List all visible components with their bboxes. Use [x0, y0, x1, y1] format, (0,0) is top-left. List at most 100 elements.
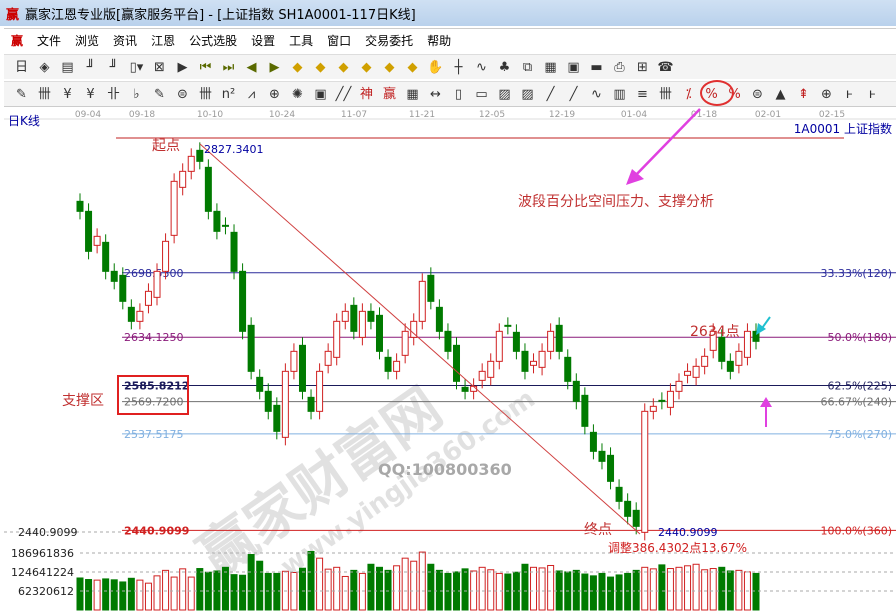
drawing-tool-icon[interactable]: ⊜: [752, 86, 763, 102]
phone-icon[interactable]: ☎: [657, 59, 674, 75]
menu-item[interactable]: 工具: [289, 34, 314, 48]
menu-item[interactable]: 江恩: [151, 34, 176, 48]
drawing-tool-icon[interactable]: ▭: [475, 86, 488, 102]
drawing-tool-icon[interactable]: ✎: [154, 86, 165, 102]
volume-bar: [247, 554, 255, 611]
layers-icon[interactable]: ⧉: [522, 59, 533, 75]
drawing-tool-icon[interactable]: ♭: [133, 86, 140, 102]
drawing-tool-icon[interactable]: ▨: [498, 86, 511, 102]
drawing-tool-icon[interactable]: ✎: [16, 86, 27, 102]
shrink-icon[interactable]: ◆: [361, 59, 372, 75]
drawing-tool-icon[interactable]: 卝: [106, 86, 120, 102]
drawing-tool-icon[interactable]: ⊕: [269, 86, 280, 102]
volume-bar: [213, 570, 221, 611]
drawing-tool-icon[interactable]: ⱶ: [868, 86, 877, 102]
flag-icon[interactable]: ▶: [177, 59, 188, 75]
next-icon[interactable]: ▶: [269, 59, 280, 75]
expand-icon[interactable]: ◆: [338, 59, 349, 75]
candle: [333, 320, 341, 358]
drawing-tool-icon[interactable]: ▣: [314, 86, 327, 102]
grid-icon[interactable]: ◆: [407, 59, 418, 75]
menu-item[interactable]: 资讯: [113, 34, 138, 48]
indicator-9-icon[interactable]: ╜: [109, 59, 118, 75]
drawing-tool-icon[interactable]: ╱: [546, 86, 555, 102]
drawing-tool-icon[interactable]: ⊜: [177, 86, 188, 102]
prev-icon[interactable]: ◀: [246, 59, 257, 75]
candle: [743, 330, 751, 358]
volume-bar: [333, 566, 341, 611]
menu-item[interactable]: 交易委托: [365, 34, 414, 48]
drawing-tool-icon[interactable]: 卌: [198, 86, 212, 102]
candle: [273, 404, 281, 432]
fib-percent-label: 62.5%(225): [827, 380, 892, 393]
drawing-tool-icon[interactable]: ⱶ: [845, 86, 854, 102]
move-right-icon[interactable]: ◆: [315, 59, 326, 75]
candle: [170, 180, 178, 236]
drawing-tool-icon[interactable]: 卌: [37, 86, 51, 102]
candle: [607, 454, 615, 482]
print-icon[interactable]: ⎙: [614, 59, 625, 75]
drawing-tool-icon[interactable]: ▲: [775, 86, 786, 102]
drawing-tool-icon[interactable]: ▥: [613, 86, 626, 102]
drawing-tool-icon[interactable]: ▯: [454, 86, 463, 102]
save-icon[interactable]: ▬: [590, 59, 603, 75]
volume-bar: [221, 566, 229, 611]
drawing-tool-icon[interactable]: ¥: [86, 86, 95, 102]
chart-style-icon[interactable]: ◈: [39, 59, 50, 75]
move-left-icon[interactable]: ◆: [292, 59, 303, 75]
drawing-tool-icon[interactable]: ▨: [521, 86, 534, 102]
volume-bar: [85, 579, 93, 611]
drawing-tool-icon[interactable]: ⊕: [821, 86, 832, 102]
menu-item[interactable]: 帮助: [427, 34, 452, 48]
drawing-tool-icon[interactable]: ╱╱: [335, 86, 352, 102]
calendar-icon[interactable]: ▦: [544, 59, 557, 75]
menu-item[interactable]: 设置: [251, 34, 276, 48]
menu-item[interactable]: 浏览: [75, 34, 100, 48]
volume-bar: [589, 575, 597, 611]
note-icon[interactable]: ▤: [61, 59, 74, 75]
menu-item[interactable]: 窗口: [327, 34, 352, 48]
drawing-tool-icon[interactable]: ⇞: [798, 86, 809, 102]
date-tick: 10-24: [269, 110, 295, 120]
cross-icon[interactable]: ◆: [384, 59, 395, 75]
pen-icon[interactable]: ∿: [476, 59, 487, 75]
drawing-tool-icon[interactable]: ¥: [63, 86, 72, 102]
drawing-tool-icon[interactable]: ⩘: [247, 86, 256, 102]
drawing-tool-icon[interactable]: ╱: [569, 86, 578, 102]
menu-item[interactable]: 文件: [37, 34, 62, 48]
date-tick: 12-19: [549, 110, 575, 120]
window-title: 赢家江恩专业版[赢家服务平台] - [上证指数 SH1A0001-117日K线]: [25, 7, 416, 23]
drawing-tool-icon[interactable]: 赢: [382, 86, 396, 102]
fibonacci-percent-icon[interactable]: ⁒: [685, 86, 692, 102]
candle: [393, 360, 401, 372]
candle: [350, 304, 358, 332]
drawing-tool-icon[interactable]: ≡: [637, 86, 648, 102]
analysis-label: 波段百分比空间压力、支撑分析: [518, 194, 714, 210]
drawing-tool-icon[interactable]: 神: [359, 86, 373, 102]
period-day-dropdown[interactable]: 日▾: [14, 59, 28, 94]
drawing-tool-icon[interactable]: 卌: [658, 86, 672, 102]
gift-icon[interactable]: ♣: [498, 59, 511, 75]
drawing-tool-icon[interactable]: ↔: [430, 86, 441, 102]
first-icon[interactable]: ⏮: [199, 59, 212, 75]
candle: [547, 330, 555, 352]
hand-icon[interactable]: ✋: [427, 59, 444, 75]
indicator-3-icon[interactable]: ╜: [86, 59, 95, 75]
drawing-tool-icon[interactable]: ▦: [406, 86, 419, 102]
crosshair-icon[interactable]: ┼: [454, 59, 463, 75]
candle: [290, 350, 298, 372]
volume-bar: [581, 573, 589, 611]
fib-price-label: 2440.9099: [124, 524, 189, 537]
menu-item[interactable]: 公式选股: [189, 34, 238, 48]
network-icon[interactable]: ⊞: [637, 59, 648, 75]
fib-percent-label: 66.67%(240): [820, 396, 892, 409]
volume-bar: [641, 566, 649, 611]
candle-type-dropdown[interactable]: ▯▾: [129, 59, 144, 75]
drawing-tool-icon[interactable]: n²: [221, 86, 236, 102]
drawing-tool-icon[interactable]: ✺: [292, 86, 303, 102]
zoom-icon[interactable]: ⊠: [154, 59, 165, 75]
calculator-icon[interactable]: ▣: [567, 59, 580, 75]
drawing-tool-icon[interactable]: ∿: [591, 86, 602, 102]
kline-chart[interactable]: 09-04 09-18 10-10 10-24 11-07 11-21 12-05 12-19…: [4, 106, 896, 612]
last-icon[interactable]: ⏭: [222, 59, 235, 75]
